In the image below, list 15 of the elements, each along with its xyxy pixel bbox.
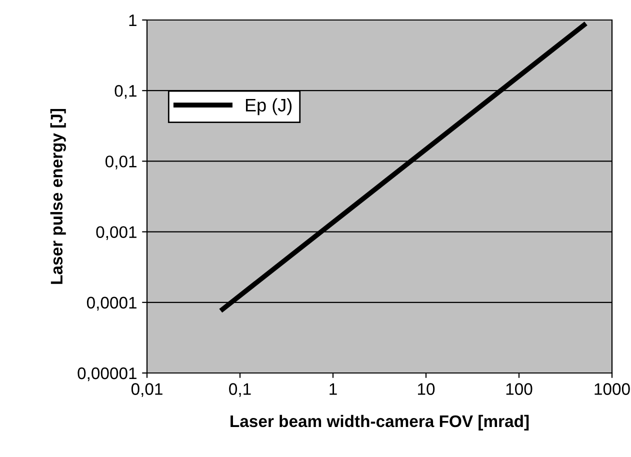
x-tick-label: 0,01 bbox=[131, 383, 162, 397]
x-tick-label: 1000 bbox=[594, 383, 630, 395]
x-axis-title: Laser beam width-camera FOV [mrad] bbox=[230, 414, 529, 430]
y-tick-label: 0,00001 bbox=[78, 367, 136, 382]
x-tick-label: 10 bbox=[418, 383, 435, 395]
y-tick-label: 0,01 bbox=[105, 156, 136, 170]
y-tick-label: 0,001 bbox=[96, 226, 136, 240]
y-tick-label: 0,0001 bbox=[86, 296, 136, 311]
y-tick-label: 1 bbox=[129, 14, 136, 26]
y-axis-title: Laser pulse energy [J] bbox=[50, 108, 66, 284]
y-tick-label: 0,1 bbox=[114, 85, 136, 99]
x-tick-label: 0,1 bbox=[229, 383, 251, 397]
legend-label: Ep (J) bbox=[246, 98, 292, 116]
x-tick-label: 1 bbox=[330, 383, 337, 395]
x-tick-label: 100 bbox=[506, 383, 532, 395]
